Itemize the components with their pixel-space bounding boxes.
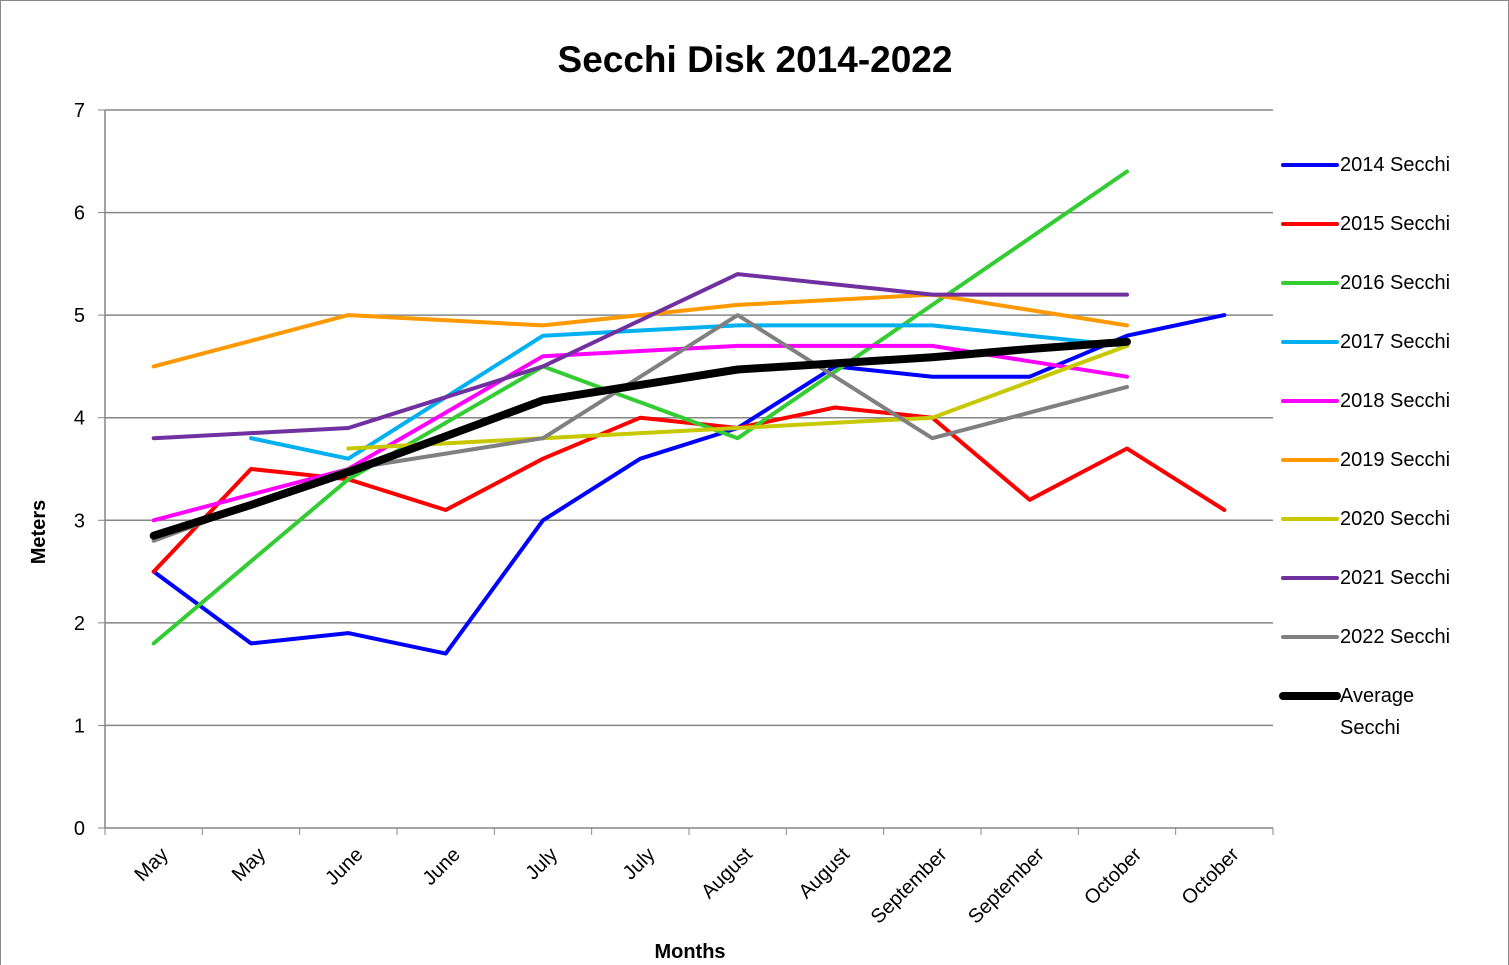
y-tick-label: 6 xyxy=(74,203,85,225)
legend-label: 2016 Secchi xyxy=(1340,272,1451,294)
series-line xyxy=(151,313,1227,656)
legend-label: 2014 Secchi xyxy=(1340,154,1451,176)
y-tick-label: 2 xyxy=(74,613,85,635)
y-tick-label: 0 xyxy=(74,818,85,840)
series-line xyxy=(151,272,1129,441)
y-tick-label: 3 xyxy=(74,510,85,532)
legend-label: 2019 Secchi xyxy=(1340,449,1451,471)
y-tick-label: 4 xyxy=(74,408,85,430)
y-tick-label: 7 xyxy=(74,100,85,122)
series-line xyxy=(151,169,1129,646)
series-line xyxy=(346,343,1129,451)
y-tick-label: 5 xyxy=(74,305,85,327)
legend-label: 2018 Secchi xyxy=(1340,390,1451,412)
legend-label: 2017 Secchi xyxy=(1340,331,1451,353)
legend-label: 2015 Secchi xyxy=(1340,213,1451,235)
x-axis-label: Months xyxy=(654,941,725,963)
legend-label: 2020 Secchi xyxy=(1340,508,1451,530)
legend-label: 2021 Secchi xyxy=(1340,567,1451,589)
y-axis-label: Meters xyxy=(28,500,50,564)
legend-label: Average Secchi xyxy=(1340,685,1415,739)
series-line xyxy=(149,337,1131,540)
y-tick-label: 1 xyxy=(74,715,85,737)
legend-label: 2022 Secchi xyxy=(1340,626,1451,648)
series-line xyxy=(249,323,1129,461)
series-line xyxy=(151,292,1129,369)
chart-title: Secchi Disk 2014-2022 xyxy=(558,39,953,80)
